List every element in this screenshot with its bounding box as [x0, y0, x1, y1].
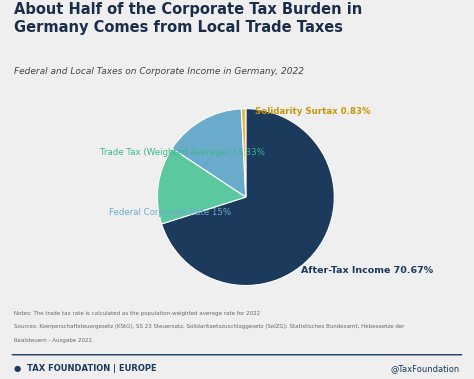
Text: Federal and Local Taxes on Corporate Income in Germany, 2022: Federal and Local Taxes on Corporate Inc… [14, 67, 304, 76]
Text: About Half of the Corporate Tax Burden in
Germany Comes from Local Trade Taxes: About Half of the Corporate Tax Burden i… [14, 2, 363, 35]
Wedge shape [162, 109, 334, 285]
Text: After-Tax Income 70.67%: After-Tax Income 70.67% [301, 266, 433, 275]
Text: Federal Corporate Rate 15%: Federal Corporate Rate 15% [109, 208, 231, 218]
Text: Sources: Koerperschaftsteuergesetz (KStG), SS 23 Steuersatz, Solidaritaetszuschl: Sources: Koerperschaftsteuergesetz (KStG… [14, 324, 405, 329]
Text: Realsteuern - Ausgabe 2022.: Realsteuern - Ausgabe 2022. [14, 338, 94, 343]
Wedge shape [241, 109, 246, 197]
Text: ●  TAX FOUNDATION | EUROPE: ● TAX FOUNDATION | EUROPE [14, 364, 157, 373]
Wedge shape [157, 148, 246, 224]
Wedge shape [172, 109, 246, 197]
Text: Solidarity Surtax 0.83%: Solidarity Surtax 0.83% [255, 107, 370, 116]
Text: Notes: The trade tax rate is calculated as the population-weighted average rate : Notes: The trade tax rate is calculated … [14, 311, 260, 316]
Text: Trade Tax (Weighted Average) 14.33%: Trade Tax (Weighted Average) 14.33% [100, 148, 265, 157]
Text: @TaxFoundation: @TaxFoundation [391, 364, 460, 373]
